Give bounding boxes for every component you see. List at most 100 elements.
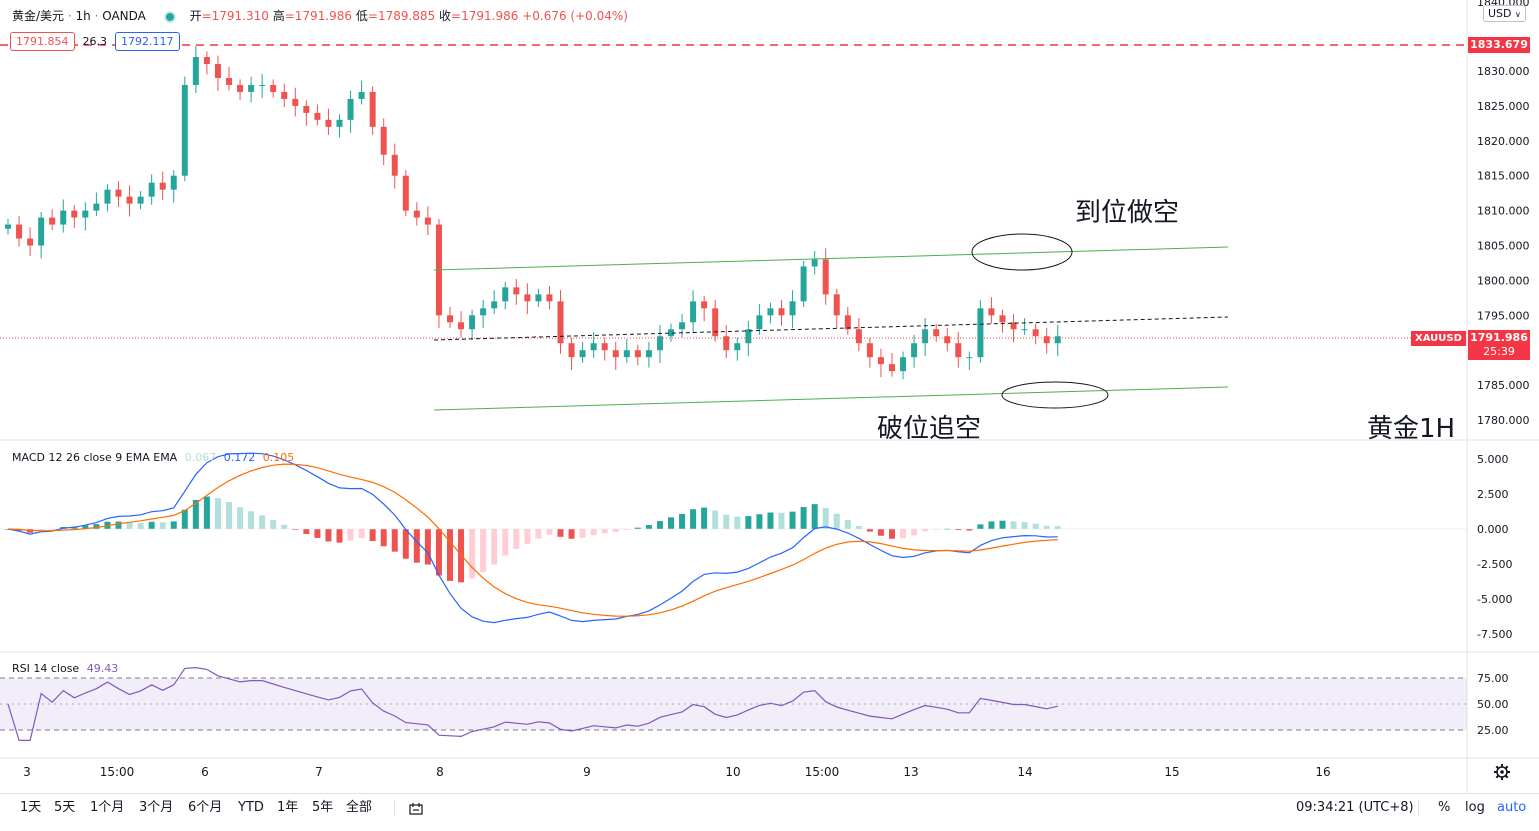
macd-bar [911,529,918,536]
candle [1010,313,1017,343]
clock-time[interactable]: 09:34:21 (UTC+8) [1296,800,1414,815]
date-range-icon[interactable] [409,801,423,815]
range-5d-button[interactable]: 5天 [54,800,76,815]
candle [634,344,641,366]
candle [712,299,719,342]
time-axis-label: 15:00 [100,765,135,779]
time-axis-label: 3 [23,765,31,779]
macd-bar [601,529,608,534]
timeframe[interactable]: 1h [75,9,91,23]
macd-axis[interactable]: 5.000 2.500 0.000 -2.500 -5.000 -7.500 [1477,453,1512,641]
range-1d-button[interactable]: 1天 [20,800,42,815]
candle [955,332,962,368]
price-axis-label: 1800.000 [1477,274,1530,287]
macd-bar [524,529,531,544]
sell-zone-ellipse[interactable] [971,233,1073,271]
macd-axis-label: -2.500 [1477,558,1512,571]
candle [104,184,111,212]
time-axis[interactable]: 3 15:00 6 7 8 9 10 15:00 13 14 15 16 [23,765,1330,779]
broker[interactable]: OANDA [102,9,146,23]
macd-bar [281,524,288,529]
current-price-label[interactable]: 1791.986 25:39 [1468,330,1530,360]
time-axis-label: 9 [583,765,591,779]
candle [1054,325,1061,357]
symbol-legend[interactable]: 黄金/美元 · 1h · OANDA 开=1791.310 高=1791.986… [12,7,628,24]
macd-bar [358,529,365,539]
candle [756,304,763,335]
macd-bar [789,511,796,529]
macd-bar [690,509,697,529]
macd-bar [491,529,498,565]
range-1m-button[interactable]: 1个月 [90,800,125,815]
price-axis-label: 1805.000 [1477,240,1530,253]
open-value: =1791.310 [201,9,269,23]
candle [369,86,376,135]
macd-bar [469,529,476,579]
macd-bar [866,529,873,532]
macd-bar [115,521,122,529]
candle [148,174,155,205]
time-axis-label: 10 [725,765,740,779]
annotation-break-sell[interactable]: 破位追空 [877,414,981,444]
range-1y-button[interactable]: 1年 [277,800,299,815]
price-chart[interactable]: 到位做空 破位追空 黄金1H 1840.000 1830.000 1825.000… [0,0,1539,793]
high-value: =1791.986 [284,9,353,23]
buy-price-button[interactable]: 1792.117 [115,32,180,51]
candle [82,202,89,231]
macd-bar [745,516,752,529]
macd-legend[interactable]: MACD 12 26 close 9 EMA EMA 0.067 0.172 0… [12,451,294,464]
candle [38,211,45,259]
auto-toggle[interactable]: auto [1497,800,1527,815]
candle [248,76,255,103]
settings-gear-icon[interactable] [1494,764,1510,780]
candle [900,351,907,380]
range-3m-button[interactable]: 3个月 [139,800,174,815]
macd-bar [535,529,542,539]
rsi-legend[interactable]: RSI 14 close 49.43 [12,662,118,675]
range-ytd-button[interactable]: YTD [238,800,264,815]
candle [303,100,310,126]
break-zone-ellipse[interactable] [1001,381,1109,409]
sell-price-button[interactable]: 1791.854 [10,32,75,51]
candle [623,339,630,363]
candle [259,73,266,98]
price-axis[interactable]: 1840.000 1830.000 1825.000 1820.000 1815.00… [1477,0,1530,427]
candle [1032,323,1039,345]
macd-bar [49,529,56,530]
range-6m-button[interactable]: 6个月 [188,800,223,815]
macd-bar [679,513,686,529]
symbol-name[interactable]: 黄金/美元 [12,9,65,23]
red-level-label[interactable]: 1833.679 [1468,37,1530,53]
annotation-sell-target[interactable]: 到位做空 [1075,198,1179,228]
macd-bar [82,525,89,529]
rsi-axis[interactable]: 75.00 50.00 25.00 [1477,672,1509,737]
candle [668,323,674,342]
time-axis-label: 15:00 [805,765,840,779]
currency-selector[interactable]: USD ∨ [1483,5,1526,22]
macd-title: MACD 12 26 close 9 EMA EMA [12,451,178,464]
annotation-chart-label[interactable]: 黄金1H [1367,414,1455,444]
market-status-icon[interactable] [165,12,174,21]
macd-bar [822,507,829,529]
range-5y-button[interactable]: 5年 [312,800,334,815]
channel-middle-line[interactable] [433,316,1229,341]
price-axis-label: 1785.000 [1477,379,1530,392]
macd-axis-label: -7.500 [1477,628,1512,641]
channel-lower-line[interactable] [433,386,1229,411]
candle [966,351,973,371]
range-all-button[interactable]: 全部 [346,800,373,815]
macd-bar [645,525,652,529]
log-toggle[interactable]: log [1465,800,1485,815]
candle [214,55,221,91]
candle [1043,327,1050,354]
percent-toggle[interactable]: % [1438,800,1451,815]
macd-bar [922,529,929,532]
macd-bar [480,529,487,573]
macd-bar [203,496,210,529]
channel-upper-line[interactable] [433,246,1229,271]
macd-bar [259,515,266,529]
candle [159,171,166,201]
macd-bar [855,525,862,529]
macd-bar [800,507,807,529]
candle [27,227,34,256]
